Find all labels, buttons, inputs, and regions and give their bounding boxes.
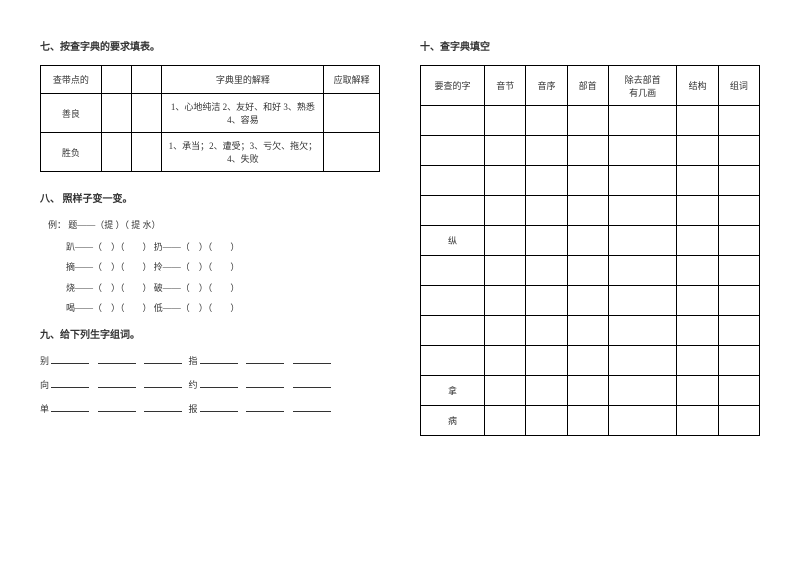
blank-cell	[101, 133, 131, 172]
header-cell: 要查的字	[421, 66, 485, 106]
compose-line: 别 指	[40, 353, 380, 369]
blank	[246, 363, 284, 364]
answer-cell	[324, 133, 380, 172]
blank	[246, 411, 284, 412]
header-cell: 部首	[567, 66, 608, 106]
blank	[144, 411, 182, 412]
table-row	[421, 136, 760, 166]
blank	[98, 411, 136, 412]
blank	[200, 363, 238, 364]
table-section7: 查带点的 字典里的解释 应取解释 善良 1、心地纯洁 2、友好、和好 3、熟悉 …	[40, 65, 380, 172]
table-row: 查带点的 字典里的解释 应取解释	[41, 66, 380, 94]
header-cell	[132, 66, 162, 94]
blank-cell	[132, 133, 162, 172]
exercise-row: 摘——（ ）（ ） 拎——（ ）（ ）	[66, 259, 380, 275]
table-header-row: 要查的字 音节 音序 部首 除去部首 有几画 结构 组词	[421, 66, 760, 106]
blank	[246, 387, 284, 388]
example-label: 例：	[48, 220, 66, 230]
example-line: 例： 题——（提 ）（ 提 水）	[48, 217, 380, 233]
blank	[293, 411, 331, 412]
table-row: 纵	[421, 226, 760, 256]
header-cell: 应取解释	[324, 66, 380, 94]
table-section10: 要查的字 音节 音序 部首 除去部首 有几画 结构 组词 纵 拿 病	[420, 65, 760, 436]
blank-cell	[101, 94, 131, 133]
blank	[51, 363, 89, 364]
table-row	[421, 346, 760, 376]
page: 七、按查字典的要求填表。 查带点的 字典里的解释 应取解释 善良 1、心地纯洁 …	[0, 0, 800, 466]
answer-cell	[324, 94, 380, 133]
blank	[51, 387, 89, 388]
table-row	[421, 256, 760, 286]
word-cell: 胜负	[41, 133, 102, 172]
table-row: 病	[421, 406, 760, 436]
example-text: 题——（提 ）（ 提 水）	[68, 220, 160, 230]
definition-cell: 1、心地纯洁 2、友好、和好 3、熟悉 4、容易	[162, 94, 324, 133]
blank	[51, 411, 89, 412]
header-cell: 组词	[718, 66, 759, 106]
header-cell: 音节	[485, 66, 526, 106]
left-column: 七、按查字典的要求填表。 查带点的 字典里的解释 应取解释 善良 1、心地纯洁 …	[40, 30, 380, 436]
header-cell: 查带点的	[41, 66, 102, 94]
header-cell: 字典里的解释	[162, 66, 324, 94]
header-cell: 音序	[526, 66, 567, 106]
definition-cell: 1、承当；2、遭受；3、亏欠、拖欠；4、失败	[162, 133, 324, 172]
table-row: 胜负 1、承当；2、遭受；3、亏欠、拖欠；4、失败	[41, 133, 380, 172]
section7-title: 七、按查字典的要求填表。	[40, 38, 380, 53]
compose-line: 向 约	[40, 377, 380, 393]
blank	[98, 387, 136, 388]
exercise-row: 趴——（ ）（ ） 扔——（ ）（ ）	[66, 239, 380, 255]
section8-title: 八、 照样子变一变。	[40, 190, 380, 205]
table-row: 善良 1、心地纯洁 2、友好、和好 3、熟悉 4、容易	[41, 94, 380, 133]
compose-line: 单 报	[40, 401, 380, 417]
blank	[293, 387, 331, 388]
header-cell: 除去部首 有几画	[608, 66, 677, 106]
table-row: 拿	[421, 376, 760, 406]
right-column: 十、查字典填空 要查的字 音节 音序 部首 除去部首 有几画 结构 组词 纵 拿…	[420, 30, 760, 436]
table-row	[421, 166, 760, 196]
word-cell: 善良	[41, 94, 102, 133]
blank-cell	[132, 94, 162, 133]
table-row	[421, 286, 760, 316]
blank	[144, 363, 182, 364]
table-row	[421, 196, 760, 226]
exercise-row: 喝——（ ）（ ） 低——（ ）（ ）	[66, 300, 380, 316]
section9-title: 九、给下列生字组词。	[40, 326, 380, 341]
header-cell	[101, 66, 131, 94]
header-cell: 结构	[677, 66, 718, 106]
blank	[200, 387, 238, 388]
table-row	[421, 316, 760, 346]
blank	[200, 411, 238, 412]
blank	[144, 387, 182, 388]
blank	[293, 363, 331, 364]
table-row	[421, 106, 760, 136]
exercise-row: 烧——（ ）（ ） 破——（ ）（ ）	[66, 280, 380, 296]
blank	[98, 363, 136, 364]
section10-title: 十、查字典填空	[420, 38, 760, 53]
